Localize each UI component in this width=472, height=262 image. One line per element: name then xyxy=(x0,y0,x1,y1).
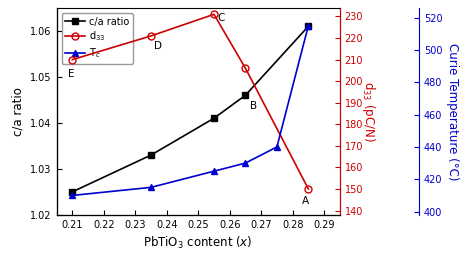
d$_{33}$ xyxy=(211,13,217,16)
Line: T$_c$: T$_c$ xyxy=(69,22,312,199)
c/a ratio xyxy=(148,154,154,157)
Line: c/a ratio: c/a ratio xyxy=(69,24,311,195)
d$_{33}$ xyxy=(243,67,248,70)
Line: d$_{33}$: d$_{33}$ xyxy=(69,11,312,193)
d$_{33}$ xyxy=(148,34,154,37)
T$_c$ xyxy=(243,161,248,165)
Y-axis label: d$_{33}$ (pC/N): d$_{33}$ (pC/N) xyxy=(360,81,377,142)
c/a ratio xyxy=(69,190,75,193)
T$_c$ xyxy=(274,145,280,149)
d$_{33}$ xyxy=(305,187,311,190)
Legend: c/a ratio, d$_{33}$, T$_c$: c/a ratio, d$_{33}$, T$_c$ xyxy=(61,13,133,64)
T$_c$ xyxy=(69,194,75,197)
X-axis label: PbTiO$_3$ content ($x$): PbTiO$_3$ content ($x$) xyxy=(143,235,253,251)
d$_{33}$ xyxy=(69,58,75,61)
c/a ratio xyxy=(305,25,311,28)
Text: D: D xyxy=(154,41,162,51)
c/a ratio xyxy=(211,117,217,120)
Text: C: C xyxy=(217,13,225,23)
T$_c$ xyxy=(305,24,311,27)
Y-axis label: c/a ratio: c/a ratio xyxy=(12,87,25,136)
T$_c$ xyxy=(148,186,154,189)
Text: B: B xyxy=(250,101,257,111)
Y-axis label: Curie Temperature (°C): Curie Temperature (°C) xyxy=(447,43,459,180)
T$_c$ xyxy=(211,170,217,173)
c/a ratio xyxy=(243,94,248,97)
Text: E: E xyxy=(67,69,74,79)
Text: A: A xyxy=(302,196,309,206)
